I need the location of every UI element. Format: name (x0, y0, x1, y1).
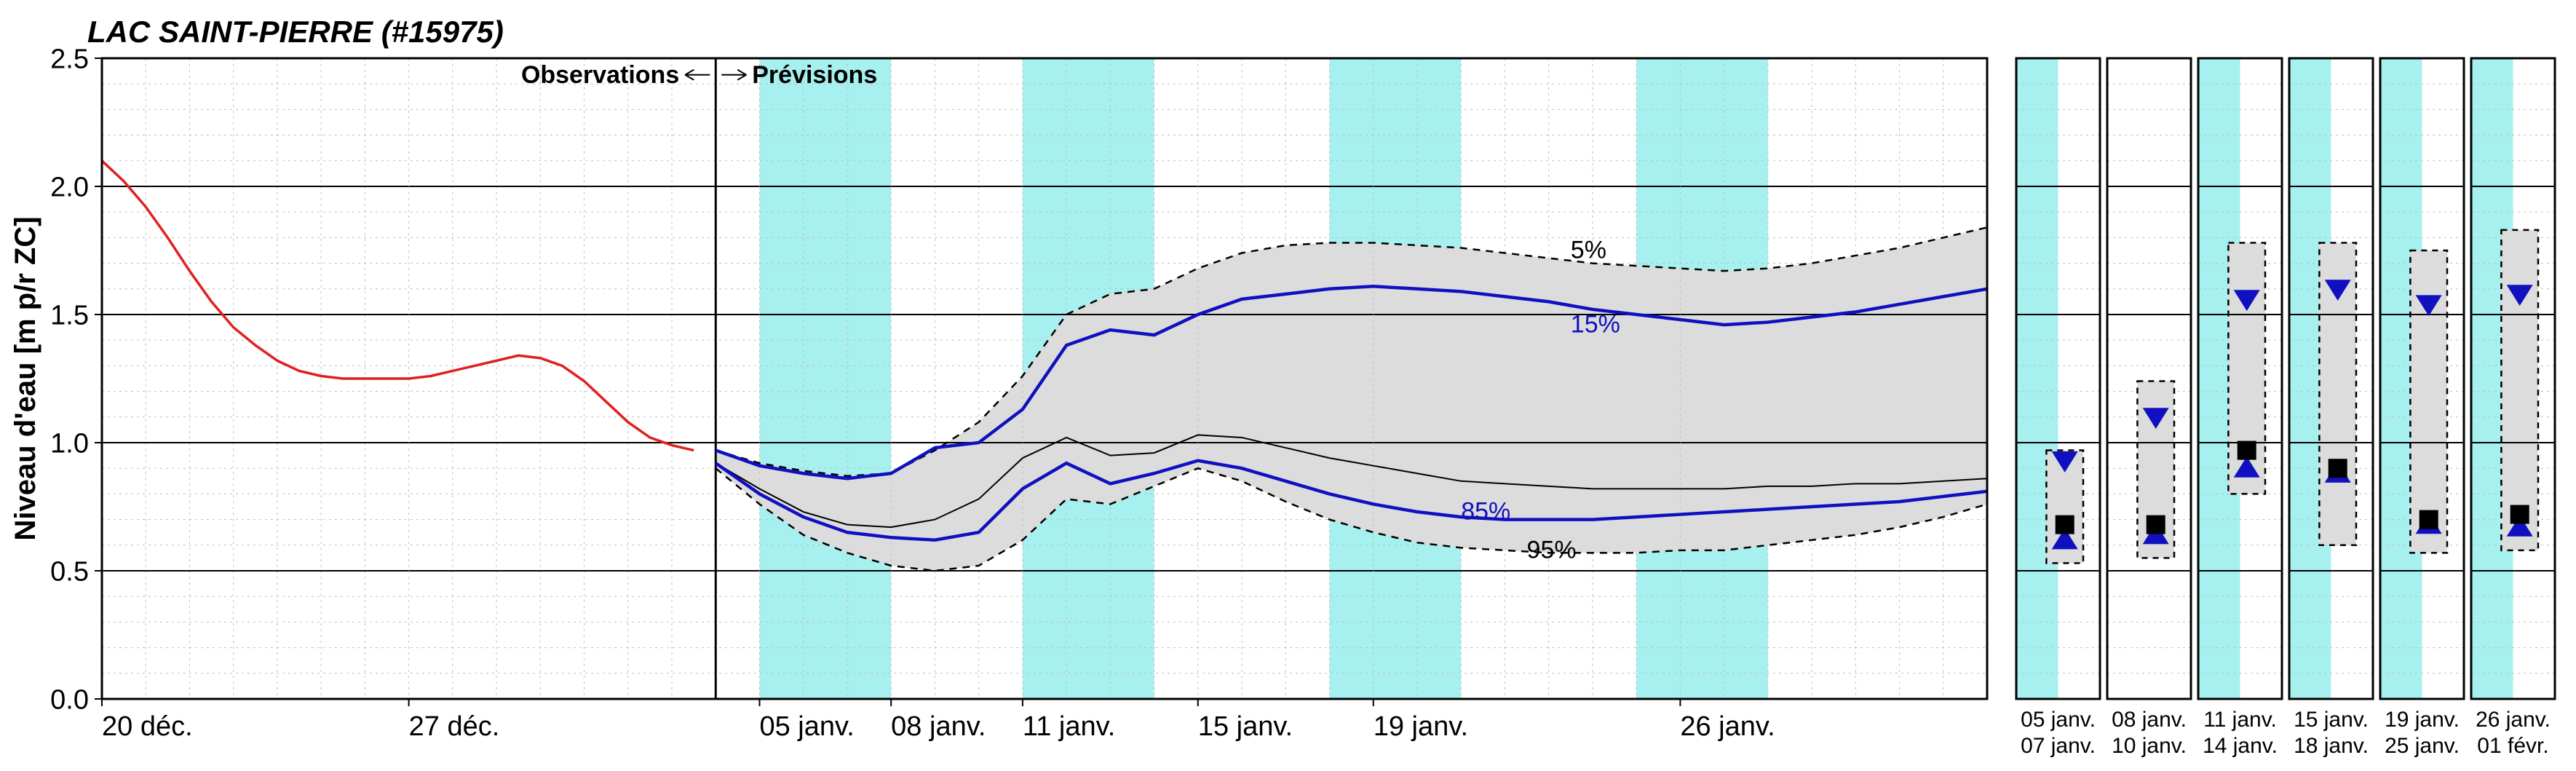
svg-text:26 janv.: 26 janv. (2476, 708, 2551, 732)
previsions-label: Prévisions (752, 61, 877, 89)
svg-text:25 janv.: 25 janv. (2385, 734, 2460, 758)
svg-text:0.0: 0.0 (50, 684, 89, 715)
p50-marker (2238, 441, 2256, 460)
svg-text:01 févr.: 01 févr. (2477, 734, 2548, 758)
p50-marker (2056, 515, 2074, 534)
p50-marker (2510, 505, 2529, 524)
svg-text:27 déc.: 27 déc. (409, 711, 500, 742)
chart-title: LAC SAINT-PIERRE (#15975) (87, 15, 504, 49)
p50-marker (2420, 510, 2438, 529)
svg-text:18 janv.: 18 janv. (2294, 734, 2369, 758)
svg-text:05 janv.: 05 janv. (2021, 708, 2096, 732)
svg-text:05 janv.: 05 janv. (759, 711, 854, 742)
svg-text:15 janv.: 15 janv. (1198, 711, 1293, 742)
svg-text:11 janv.: 11 janv. (2203, 708, 2277, 732)
svg-text:14 janv.: 14 janv. (2203, 734, 2278, 758)
svg-text:1.0: 1.0 (50, 428, 89, 459)
p50-marker (2329, 459, 2347, 478)
svg-text:1.5: 1.5 (50, 300, 89, 331)
observations-label: Observations (521, 61, 679, 89)
svg-text:19 janv.: 19 janv. (2385, 708, 2460, 732)
svg-text:0.5: 0.5 (50, 556, 89, 587)
svg-text:15%: 15% (1571, 311, 1620, 339)
svg-text:10 janv.: 10 janv. (2112, 734, 2187, 758)
svg-text:85%: 85% (1461, 498, 1510, 526)
p50-marker (2147, 515, 2165, 534)
svg-text:2.0: 2.0 (50, 172, 89, 202)
svg-text:26 janv.: 26 janv. (1680, 711, 1775, 742)
svg-text:2.5: 2.5 (50, 44, 89, 74)
svg-text:5%: 5% (1571, 237, 1606, 264)
y-axis-label: Niveau d'eau [m p/r ZC] (9, 216, 41, 540)
svg-text:08 janv.: 08 janv. (891, 711, 986, 742)
svg-text:08 janv.: 08 janv. (2112, 708, 2187, 732)
chart-svg: 0.0 0.5 1.0 1.5 2.0 2.5 20 déc. 27 déc. 05 janv.… (0, 0, 2576, 771)
chart-container: 0.0 0.5 1.0 1.5 2.0 2.5 20 déc. 27 déc. 05 janv.… (0, 0, 2576, 771)
svg-text:95%: 95% (1527, 536, 1577, 564)
svg-text:11 janv.: 11 janv. (1023, 711, 1115, 742)
svg-text:20 déc.: 20 déc. (102, 711, 193, 742)
svg-text:15 janv.: 15 janv. (2294, 708, 2369, 732)
svg-text:19 janv.: 19 janv. (1374, 711, 1468, 742)
svg-text:07 janv.: 07 janv. (2021, 734, 2096, 758)
